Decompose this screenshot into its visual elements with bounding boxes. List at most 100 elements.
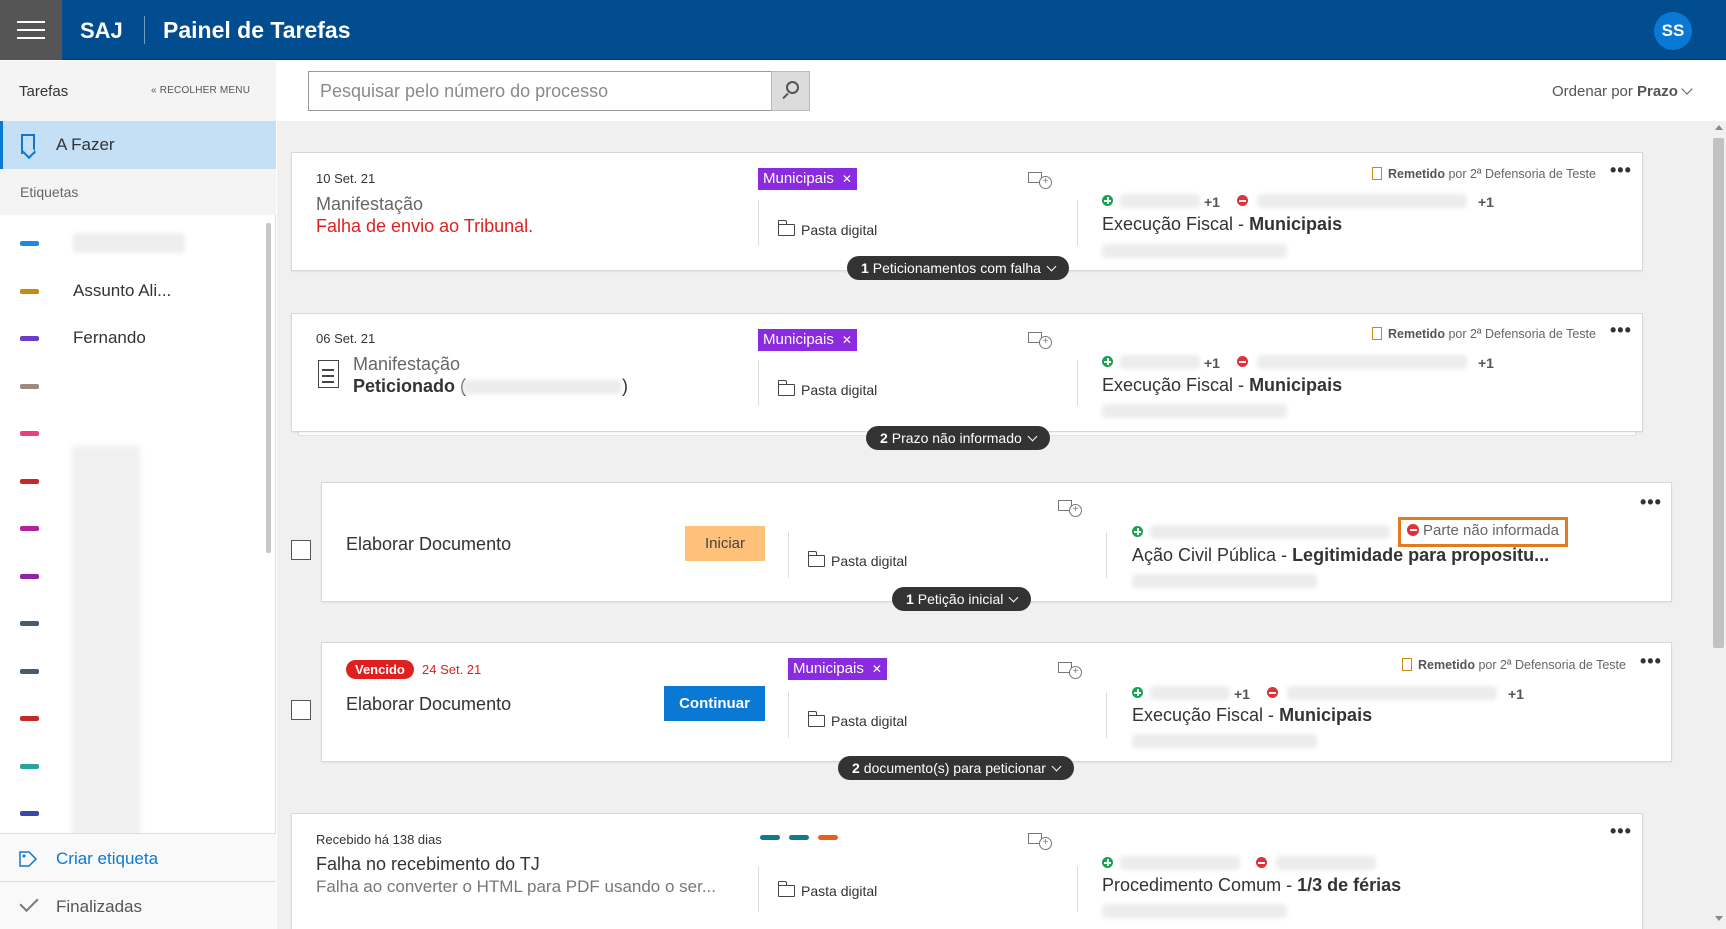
more-options-icon[interactable]: •••	[1640, 651, 1662, 671]
remetido-label: Remetido	[1418, 658, 1475, 672]
tag-chip[interactable]: Municipais ✕	[758, 168, 857, 190]
more-options-icon[interactable]: •••	[1610, 320, 1632, 340]
menu-icon[interactable]	[0, 0, 62, 60]
more-parties-count[interactable]: +1	[1204, 355, 1220, 371]
more-options-icon[interactable]: •••	[1640, 492, 1662, 512]
folder-link[interactable]: Pasta digital	[777, 380, 877, 398]
label-item[interactable]	[0, 603, 268, 643]
more-options-icon[interactable]: •••	[1610, 160, 1632, 180]
sort-control[interactable]: Ordenar por Prazo	[1552, 83, 1678, 100]
card-divider	[1106, 692, 1107, 738]
add-copy-icon[interactable]	[1028, 172, 1052, 189]
tag-chip[interactable]: Municipais ✕	[758, 329, 857, 351]
sort-value: Prazo	[1637, 83, 1678, 100]
remove-tag-icon[interactable]: ✕	[841, 333, 852, 347]
task-select-checkbox[interactable]	[291, 700, 311, 720]
label-item[interactable]	[0, 746, 268, 786]
scroll-down-icon[interactable]	[1715, 916, 1723, 921]
process-info[interactable]: Execução Fiscal - Municipais	[1102, 214, 1342, 235]
sidebar-scrollbar[interactable]	[266, 223, 271, 553]
folder-icon	[807, 551, 825, 567]
brand-divider	[144, 16, 145, 44]
sidebar-item-finalizadas[interactable]: Finalizadas	[0, 881, 276, 929]
more-options-icon[interactable]: •••	[1610, 821, 1632, 841]
process-class: Execução Fiscal -	[1102, 214, 1250, 234]
remetido-label: Remetido	[1388, 167, 1445, 181]
continue-button[interactable]: Continuar	[664, 686, 765, 721]
label-item[interactable]	[0, 223, 268, 263]
active-party-icon	[1102, 195, 1113, 206]
chevron-down-icon	[1051, 761, 1062, 772]
process-info[interactable]: Ação Civil Pública - Legitimidade para p…	[1132, 545, 1549, 566]
label-item[interactable]	[0, 413, 268, 453]
task-card[interactable]	[291, 813, 1643, 929]
labels-list: Assunto Ali... Fernando	[0, 223, 268, 827]
add-copy-icon[interactable]	[1058, 500, 1082, 517]
search-button[interactable]	[771, 71, 810, 111]
more-parties-count[interactable]: +1	[1478, 355, 1494, 371]
remove-tag-icon[interactable]: ✕	[871, 662, 882, 676]
add-copy-icon[interactable]	[1028, 833, 1052, 850]
folder-icon	[777, 380, 795, 396]
remove-tag-icon[interactable]: ✕	[841, 172, 852, 186]
card-divider	[1106, 532, 1107, 578]
label-color-swatch	[20, 526, 39, 531]
label-item[interactable]	[0, 556, 268, 596]
folder-link[interactable]: Pasta digital	[777, 220, 878, 238]
add-copy-icon[interactable]	[1028, 332, 1052, 349]
labels-heading: Etiquetas	[20, 184, 79, 200]
scrollbar-thumb[interactable]	[1713, 138, 1724, 648]
bookmark-icon	[21, 134, 35, 154]
active-party-icon	[1132, 526, 1143, 537]
create-label-button[interactable]: Criar etiqueta	[0, 833, 276, 881]
process-info[interactable]: Execução Fiscal - Municipais	[1132, 705, 1372, 726]
label-item[interactable]	[0, 698, 268, 738]
task-card[interactable]	[291, 313, 1643, 432]
active-party-icon	[1132, 687, 1143, 698]
add-copy-icon[interactable]	[1058, 662, 1082, 679]
more-parties-count[interactable]: +1	[1204, 194, 1220, 210]
scroll-up-icon[interactable]	[1715, 125, 1723, 130]
process-info[interactable]: Execução Fiscal - Municipais	[1102, 375, 1342, 396]
card-divider	[758, 360, 759, 406]
search-input[interactable]	[308, 71, 772, 111]
brand-logo[interactable]: SAJ	[80, 18, 123, 43]
sidebar-header: Tarefas « RECOLHER MENU	[0, 61, 276, 121]
label-item[interactable]	[0, 651, 268, 691]
status-pill[interactable]: 2 documento(s) para peticionar	[838, 756, 1074, 780]
label-item[interactable]	[0, 366, 268, 406]
folder-link[interactable]: Pasta digital	[777, 881, 877, 899]
tag-chip[interactable]: Municipais ✕	[788, 658, 887, 680]
more-parties-count[interactable]: +1	[1478, 194, 1494, 210]
sidebar-item-a-fazer[interactable]: A Fazer	[0, 121, 276, 169]
label-item[interactable]	[0, 461, 268, 501]
folder-link[interactable]: Pasta digital	[807, 551, 907, 569]
process-info[interactable]: Procedimento Comum - 1/3 de férias	[1102, 875, 1401, 896]
start-button[interactable]: Iniciar	[685, 526, 765, 561]
label-item[interactable]	[0, 508, 268, 548]
card-divider	[1077, 866, 1078, 912]
chevron-down-icon	[1027, 431, 1038, 442]
label-color-swatch	[20, 621, 39, 626]
folder-icon	[777, 220, 795, 236]
status-pill[interactable]: 1 Petição inicial	[892, 587, 1032, 611]
task-card[interactable]	[291, 152, 1643, 271]
label-item[interactable]: Assunto Ali...	[0, 271, 268, 311]
document-icon	[318, 360, 339, 388]
task-title: Falha no recebimento do TJ	[316, 854, 540, 874]
folder-link[interactable]: Pasta digital	[807, 711, 907, 729]
task-select-checkbox[interactable]	[291, 540, 311, 560]
collapse-menu-button[interactable]: « RECOLHER MENU	[151, 85, 251, 96]
status-pill[interactable]: 1 Peticionamentos com falha	[847, 256, 1069, 280]
missing-party-warning[interactable]: Parte não informada	[1398, 517, 1568, 547]
user-avatar[interactable]: SS	[1654, 12, 1692, 50]
label-color-swatch	[20, 668, 39, 674]
more-parties-count[interactable]: +1	[1508, 686, 1524, 702]
folder-icon	[807, 711, 825, 727]
status-pill[interactable]: 2 Prazo não informado	[866, 426, 1050, 450]
more-parties-count[interactable]: +1	[1234, 686, 1250, 702]
folder-label: Pasta digital	[801, 222, 878, 238]
label-item[interactable]	[0, 793, 268, 827]
label-item[interactable]: Fernando	[0, 318, 268, 358]
task-card[interactable]	[321, 642, 1672, 762]
